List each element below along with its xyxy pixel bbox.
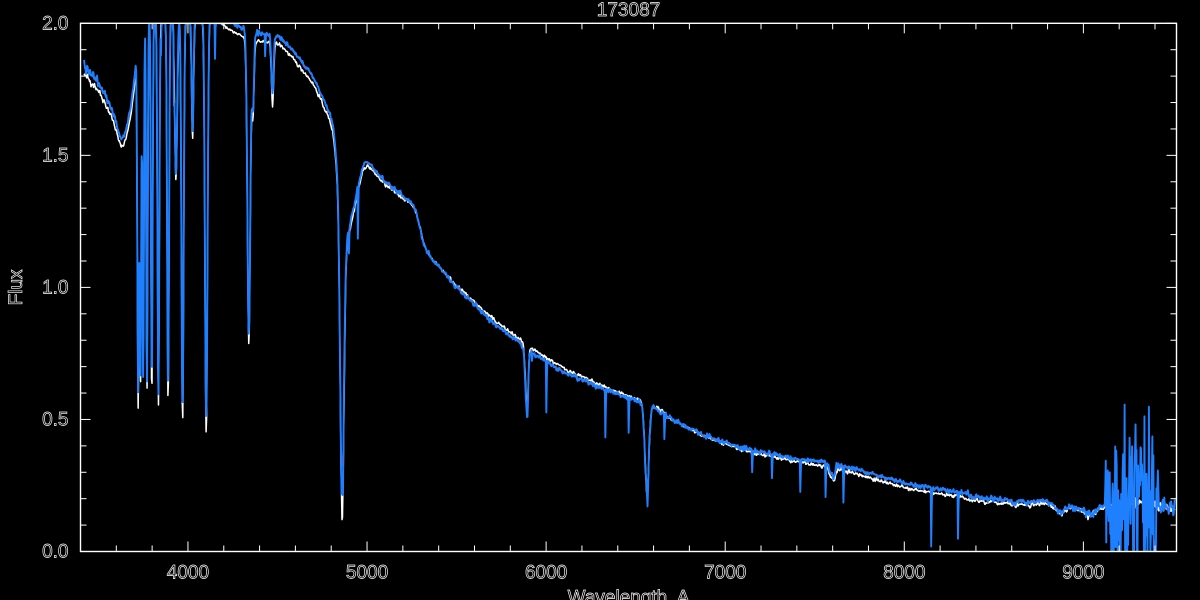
svg-text:6000: 6000 xyxy=(525,563,567,584)
svg-text:0.5: 0.5 xyxy=(42,409,68,430)
svg-text:0.0: 0.0 xyxy=(42,542,68,563)
svg-text:1.0: 1.0 xyxy=(42,277,68,298)
svg-text:Wavelength, A: Wavelength, A xyxy=(568,588,690,600)
svg-text:4000: 4000 xyxy=(167,563,209,584)
svg-text:9000: 9000 xyxy=(1062,563,1104,584)
svg-text:1.5: 1.5 xyxy=(42,145,68,166)
svg-text:7000: 7000 xyxy=(704,563,746,584)
svg-text:173087: 173087 xyxy=(597,0,660,21)
svg-text:8000: 8000 xyxy=(883,563,925,584)
svg-text:2.0: 2.0 xyxy=(42,13,68,34)
svg-text:Flux: Flux xyxy=(6,269,27,305)
svg-text:5000: 5000 xyxy=(346,563,388,584)
